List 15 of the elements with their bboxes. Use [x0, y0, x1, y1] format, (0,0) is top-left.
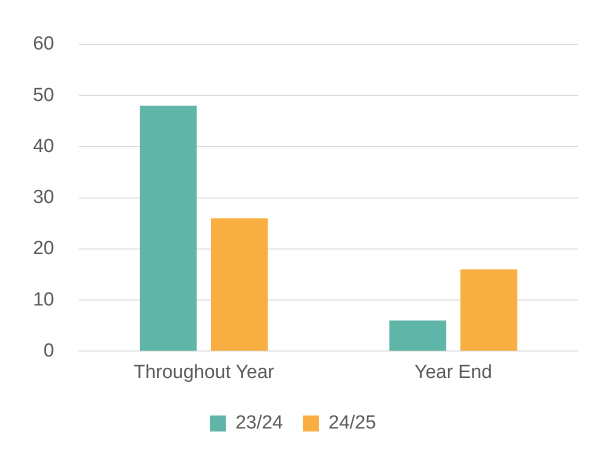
bar [210, 218, 268, 351]
legend-label: 24/25 [328, 412, 376, 434]
y-tick-label: 50 [32, 84, 54, 106]
bar [460, 269, 518, 351]
y-tick-label: 20 [32, 238, 54, 260]
y-tick-label: 30 [32, 187, 54, 208]
y-tick-label: 10 [32, 289, 54, 310]
x-tick-label: Year End [414, 362, 492, 383]
x-tick-label: Throughout Year [134, 362, 275, 383]
y-tick-label: 0 [44, 340, 54, 362]
y-tick-label: 60 [32, 34, 54, 55]
y-tick-label: 40 [32, 136, 54, 157]
bar [140, 106, 197, 351]
legend-label: 23/24 [235, 412, 284, 434]
bar [389, 320, 446, 351]
